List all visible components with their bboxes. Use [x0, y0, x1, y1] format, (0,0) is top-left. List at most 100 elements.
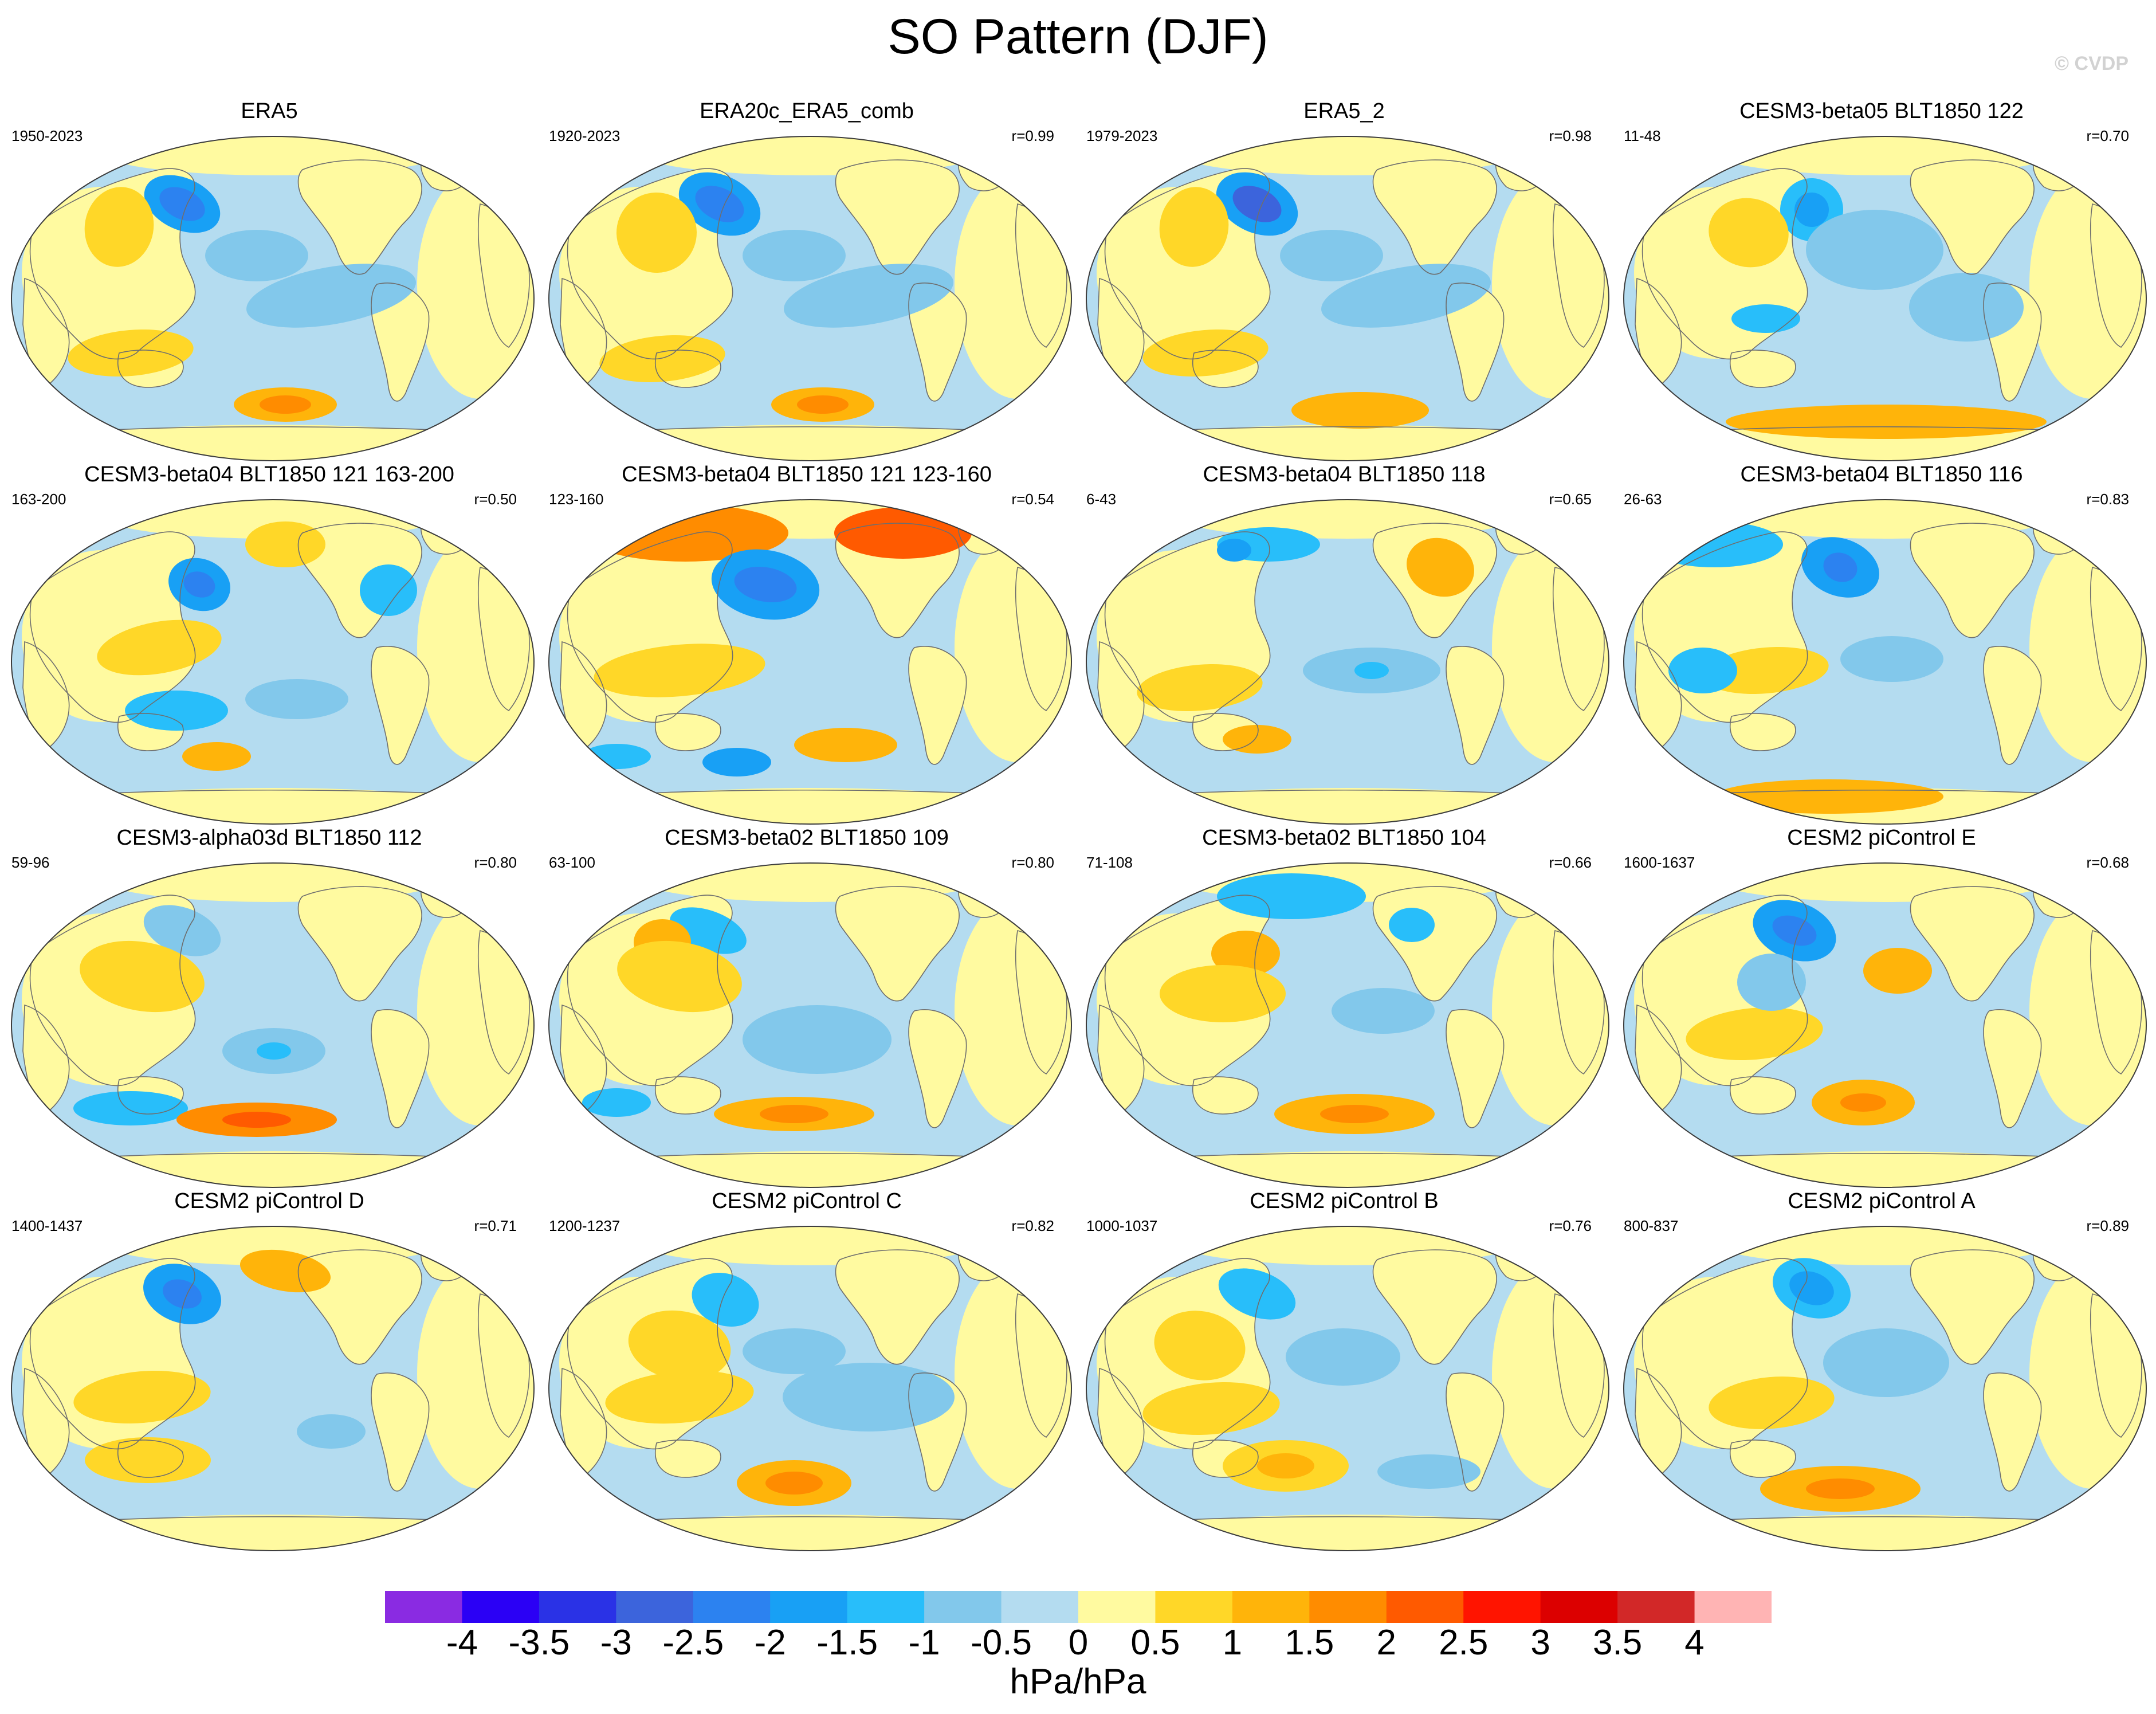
map-feature [297, 886, 422, 1002]
contour-region [605, 1370, 754, 1424]
contour-region [743, 1328, 846, 1374]
map-feature [29, 168, 196, 360]
panel-correlation: r=0.83 [2086, 491, 2129, 508]
contour-region [163, 1279, 202, 1309]
map-feature [1372, 1249, 1497, 1365]
contour-region [783, 1363, 955, 1431]
robinson-map [11, 862, 535, 1188]
panel-title: CESM3-beta04 BLT1850 118 [1203, 462, 1486, 487]
contour-region [1668, 648, 1737, 693]
panel-title: CESM3-beta04 BLT1850 121 163-200 [84, 462, 454, 487]
map-feature [835, 1250, 960, 1364]
robinson-map [1086, 862, 1609, 1188]
contour-region [1709, 198, 1789, 268]
contour-region [743, 230, 846, 281]
map-feature [29, 895, 196, 1087]
colorbar-tick-label: -1.5 [816, 1623, 878, 1662]
colorbar-box [1309, 1591, 1387, 1623]
contour-region [765, 1472, 823, 1495]
contour-region [695, 186, 744, 222]
map-feature [371, 646, 430, 765]
map-feature [567, 1258, 733, 1450]
colorbar-tick-label: -1 [908, 1623, 940, 1662]
contour-region [599, 335, 725, 382]
map-feature [1983, 1009, 2042, 1128]
panel-title: CESM3-beta02 BLT1850 104 [1202, 826, 1486, 850]
panel-correlation: r=0.82 [1011, 1217, 1054, 1234]
panel-correlation: r=0.54 [1011, 491, 1054, 508]
map-feature [835, 887, 960, 1001]
map-outline [548, 1226, 1072, 1551]
colorbar-tick-label: 0 [1068, 1623, 1089, 1662]
map-fill-layer [11, 136, 534, 461]
panel-period: 71-108 [1086, 854, 1133, 871]
map-outline [1086, 136, 1609, 461]
map-feature [1910, 523, 2035, 638]
map-feature [835, 160, 960, 274]
colorbar-tick-label: -4 [446, 1623, 478, 1662]
map-panel: CESM3-beta04 BLT1850 118 6-43 r=0.65 [1075, 462, 1613, 829]
contour-region [1840, 1093, 1886, 1112]
map-outline [1623, 136, 2147, 461]
contour-region [594, 644, 765, 697]
contour-region [1737, 954, 1806, 1011]
map-feature [655, 1440, 721, 1478]
panel-correlation: r=0.65 [1549, 491, 1592, 508]
map-fill-layer [1624, 500, 2146, 824]
map-feature [1446, 646, 1505, 765]
panel-correlation: r=0.80 [1011, 854, 1054, 871]
panel-correlation: r=0.99 [1011, 127, 1054, 144]
map-feature [567, 531, 733, 723]
map-feature [908, 646, 967, 765]
contour-region [1806, 210, 1943, 290]
colorbar-box [539, 1591, 616, 1623]
map-fill-layer [1086, 1226, 1609, 1551]
colorbar-box [616, 1591, 694, 1623]
map-feature [1373, 160, 1497, 274]
contour-region [1863, 948, 1932, 994]
contour-region [222, 1112, 291, 1128]
contour-region [257, 1042, 291, 1060]
map-fill-layer [549, 863, 1071, 1187]
map-feature [29, 1258, 196, 1450]
contour-region [1321, 264, 1491, 328]
panel-title: CESM3-beta02 BLT1850 109 [665, 826, 949, 850]
colorbar-tick-label: 1 [1222, 1623, 1243, 1662]
contour-region [1218, 1268, 1296, 1320]
contour-region [1840, 636, 1943, 682]
robinson-map [1623, 136, 2147, 461]
map-outline [11, 499, 535, 825]
contour-region [1731, 304, 1800, 333]
panel-period: 63-100 [549, 854, 595, 871]
colorbar-box [385, 1591, 463, 1623]
contour-region [22, 550, 182, 722]
map-panel: CESM3-beta05 BLT1850 122 11-48 r=0.70 [1612, 99, 2151, 465]
map-feature [1983, 646, 2042, 765]
panel-period: 1200-1237 [549, 1217, 621, 1234]
contour-region [1142, 330, 1269, 376]
contour-region [1102, 885, 1160, 919]
map-feature [655, 713, 721, 751]
colorbar-tick-label: -0.5 [971, 1623, 1032, 1662]
robinson-map [1623, 499, 2147, 825]
contour-region [85, 1437, 211, 1483]
map-feature [297, 159, 422, 275]
map-outline [11, 136, 535, 461]
map-feature [117, 713, 184, 751]
robinson-map [1086, 136, 1609, 461]
panel-correlation: r=0.70 [2086, 127, 2129, 144]
robinson-map [1086, 1226, 1609, 1551]
map-feature [1730, 713, 1796, 751]
map-outline [548, 136, 1072, 461]
colorbar-box [462, 1591, 540, 1623]
map-feature [1192, 1076, 1259, 1115]
map-panel: CESM3-beta04 BLT1850 121 163-200 163-200 r… [0, 462, 539, 829]
contour-region [1726, 405, 2047, 439]
map-feature [567, 895, 733, 1087]
map-feature [1730, 350, 1796, 388]
colorbar-box [1386, 1591, 1464, 1623]
robinson-map [11, 136, 535, 461]
map-feature [655, 350, 721, 388]
panel-correlation: r=0.76 [1549, 1217, 1592, 1234]
map-feature [1641, 531, 1808, 723]
